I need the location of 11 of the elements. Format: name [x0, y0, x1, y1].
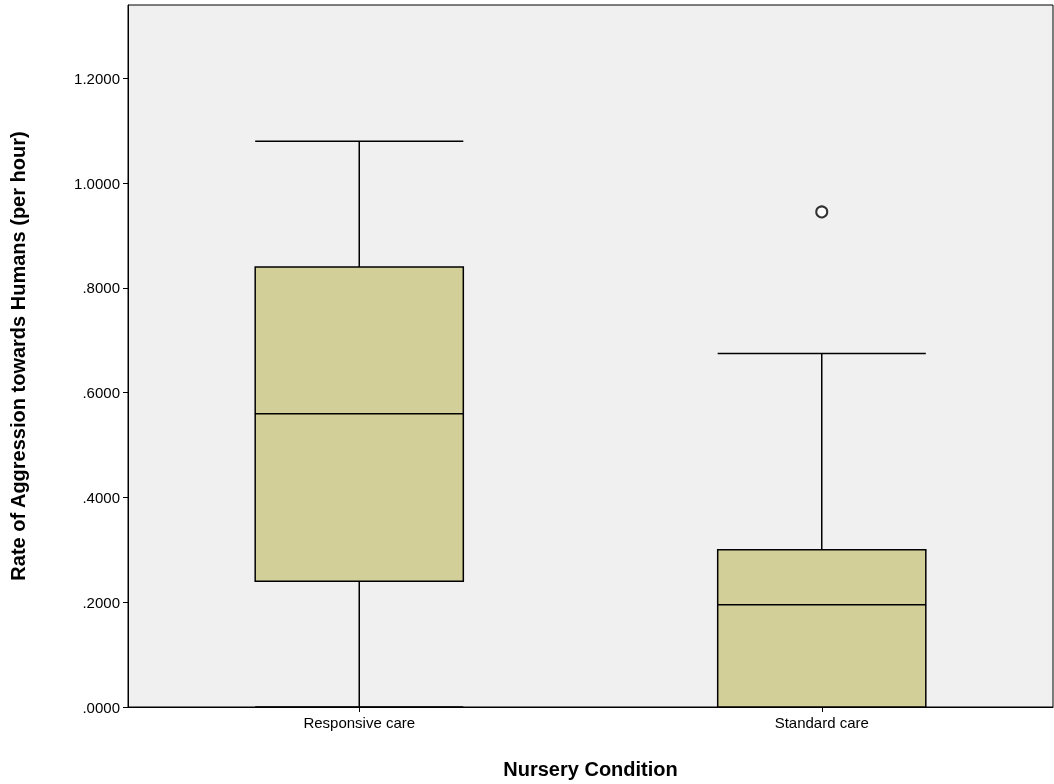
y-tick-label: .2000	[82, 593, 120, 611]
y-tick-label: .6000	[82, 384, 120, 402]
y-tick-label: .0000	[82, 698, 120, 716]
y-tick-label: .4000	[82, 488, 120, 506]
y-tick-label: 1.2000	[74, 69, 120, 87]
x-tick-label: Standard care	[774, 714, 869, 731]
y-tick-label: 1.0000	[74, 174, 120, 192]
x-axis-title: Nursery Condition	[503, 758, 678, 780]
y-tick-label: .8000	[82, 279, 120, 297]
x-tick-label: Responsive care	[303, 714, 416, 731]
y-axis-title: Rate of Aggression towards Humans (per hour)	[7, 131, 29, 581]
